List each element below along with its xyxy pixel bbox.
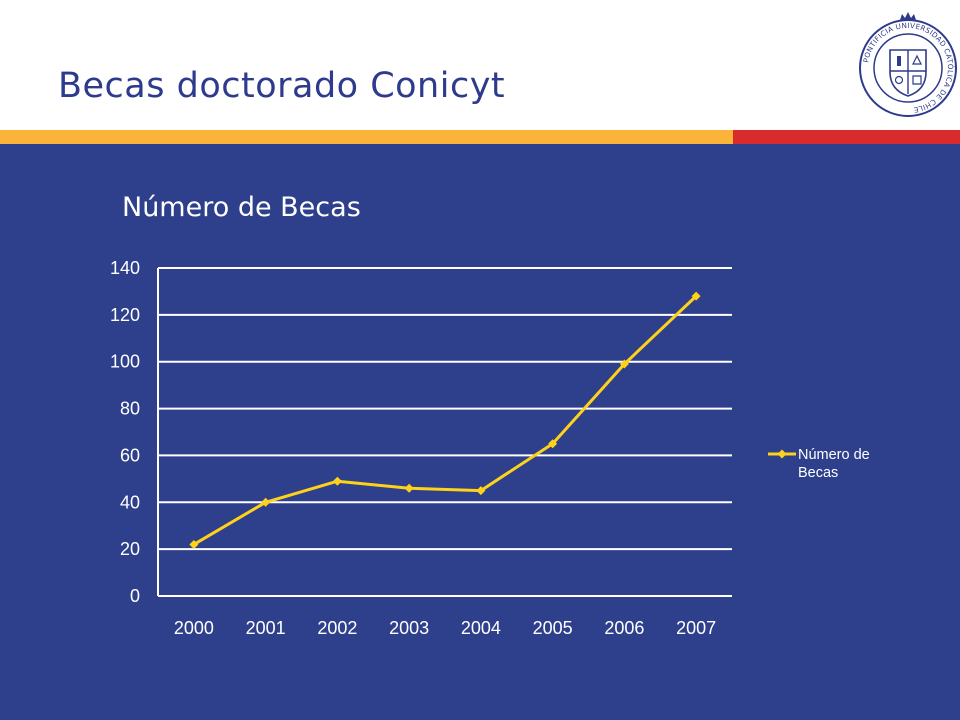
x-tick-label: 2004 xyxy=(461,618,501,638)
legend-swatch-marker xyxy=(777,449,787,459)
accent-band xyxy=(0,130,960,144)
y-tick-label: 100 xyxy=(110,352,140,372)
x-tick-label: 2005 xyxy=(533,618,573,638)
y-tick-label: 120 xyxy=(110,305,140,325)
x-tick-label: 2000 xyxy=(174,618,214,638)
data-point xyxy=(691,291,701,301)
chart-title: Número de Becas xyxy=(122,192,361,223)
grid-layer xyxy=(157,267,732,597)
x-tick-label: 2006 xyxy=(604,618,644,638)
series-line xyxy=(193,295,698,546)
slide-header: Becas doctorado Conicyt PONTIFICIA UNIVE… xyxy=(0,0,960,130)
data-point xyxy=(404,483,414,493)
y-axis-ticks: 0 20 40 60 80 100 120 140 xyxy=(110,258,140,606)
legend-label: Número de Becas xyxy=(798,447,870,481)
accent-band-red xyxy=(733,130,960,144)
data-point xyxy=(189,539,199,549)
chart-panel: Número de Becas 0 20 40 60 80 100 120 140 2000 2… xyxy=(0,144,960,720)
x-tick-label: 2003 xyxy=(389,618,429,638)
data-point xyxy=(261,497,271,507)
slide-title: Becas doctorado Conicyt xyxy=(58,66,506,106)
y-tick-label: 60 xyxy=(120,445,140,465)
x-tick-label: 2001 xyxy=(246,618,286,638)
data-point xyxy=(476,486,486,496)
legend: Número de Becas xyxy=(768,447,870,481)
university-seal-icon: PONTIFICIA UNIVERSIDAD CATÓLICA DE CHILE xyxy=(859,12,957,117)
accent-band-orange xyxy=(0,130,733,144)
x-tick-label: 2007 xyxy=(676,618,716,638)
y-tick-label: 0 xyxy=(130,586,140,606)
y-tick-label: 20 xyxy=(120,539,140,559)
data-point xyxy=(548,439,558,449)
x-tick-label: 2002 xyxy=(317,618,357,638)
y-tick-label: 40 xyxy=(120,492,140,512)
x-axis-ticks: 2000 2001 2002 2003 2004 2005 2006 2007 xyxy=(174,618,716,638)
data-point xyxy=(332,476,342,486)
series-layer xyxy=(189,291,701,549)
y-tick-label: 80 xyxy=(120,399,140,419)
y-tick-label: 140 xyxy=(110,258,140,278)
data-point xyxy=(619,359,629,369)
